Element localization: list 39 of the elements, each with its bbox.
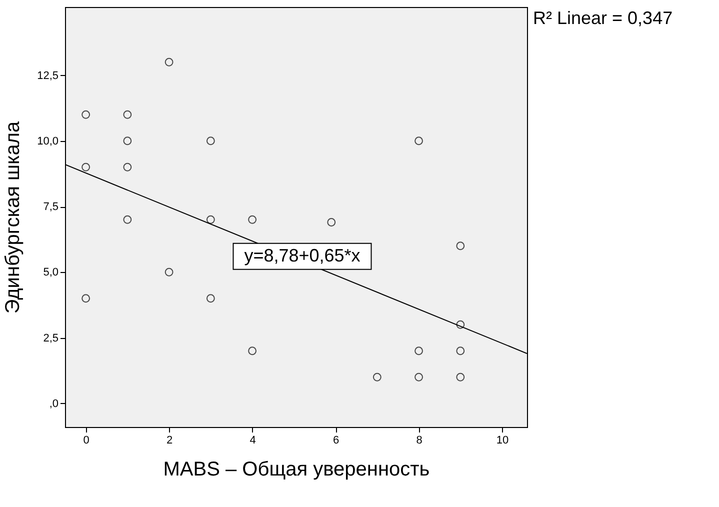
point	[414, 346, 423, 356]
text: R² Linear = 0,347	[533, 8, 673, 28]
point	[123, 162, 132, 172]
point	[456, 346, 465, 356]
x-tick-label: 10	[496, 434, 509, 446]
point	[327, 218, 336, 226]
point	[206, 136, 215, 146]
point	[164, 58, 174, 66]
point	[206, 294, 215, 303]
x-tick-label: 2	[166, 434, 173, 446]
x-axis-title: MABS – Общая уверенность	[163, 458, 430, 480]
point	[414, 136, 423, 146]
point	[123, 136, 132, 146]
y-tick-label: ,0	[49, 398, 58, 410]
annotation: y=8,78+0,65*x	[244, 245, 360, 266]
y-axis-title: Эдинбургская шкала	[2, 120, 24, 314]
x-tick-label: 4	[250, 434, 256, 446]
point	[82, 110, 90, 119]
y-tick-label: 5,0	[43, 266, 58, 279]
x-tick-label: 0	[83, 434, 90, 446]
point	[456, 320, 465, 329]
point	[123, 215, 132, 224]
point	[206, 215, 215, 224]
point	[82, 162, 90, 172]
y-tick-label: 12,5	[37, 70, 58, 82]
point	[456, 242, 465, 250]
y-tick-label: 10,0	[37, 135, 58, 148]
point	[164, 268, 174, 276]
point	[414, 372, 423, 382]
point	[248, 215, 257, 224]
x-tick-label: 8	[416, 434, 422, 446]
point	[456, 372, 465, 382]
y-tick-label: 2,5	[43, 332, 58, 344]
point	[123, 110, 132, 119]
x-tick-label: 6	[332, 434, 340, 446]
point	[248, 346, 257, 356]
point	[82, 294, 90, 303]
y-tick-label: 7,5	[43, 201, 58, 213]
point	[372, 372, 382, 382]
